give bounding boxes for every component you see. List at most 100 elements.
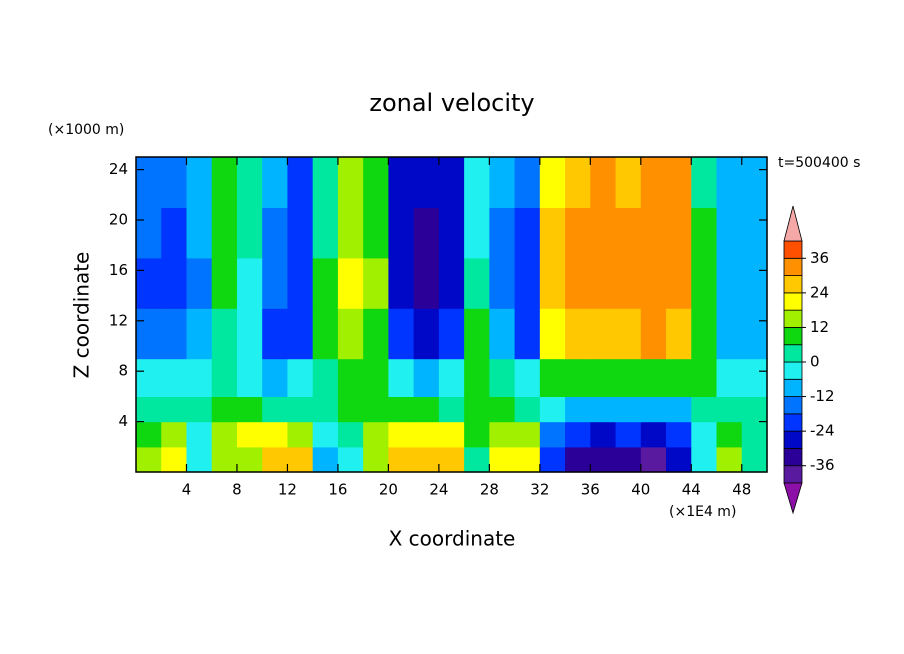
contour-cell [161,396,188,423]
contour-cell [590,421,617,448]
contour-cell [413,446,440,473]
contour-cell [514,421,541,448]
contour-cell [615,157,642,208]
contour-cell [590,157,617,208]
contour-cell [615,308,642,360]
contour-cell [262,421,289,448]
contour-cell [337,257,364,309]
contour-cell [565,308,591,360]
contour-cell [388,358,415,397]
contour-cell [741,446,768,473]
contour-cell [489,396,516,423]
contour-cell [186,257,213,309]
contour-cell [262,207,289,259]
contour-cell [489,446,516,473]
contour-cell [136,421,162,448]
contour-cell [666,207,692,259]
contour-cell [161,358,188,397]
contour-cell [186,396,213,423]
contour-cell [363,157,389,208]
contour-cell [741,157,768,208]
contour-cell [312,358,339,397]
contour-cell [337,308,364,360]
contour-cell [741,257,768,309]
contour-cell [741,421,768,448]
contour-cell [413,308,440,360]
contour-cell [514,358,541,397]
colorbar-tick-label: 12 [810,318,829,336]
contour-cell [337,421,364,448]
contour-cell [716,157,743,208]
contour-cell [236,396,263,423]
contour-cell [615,207,642,259]
contour-cell [640,396,667,423]
y-tick-label: 16 [109,261,128,279]
contour-cell [262,157,289,208]
contour-cell [539,308,566,360]
contour-cell [565,446,591,473]
contour-cell [287,257,314,309]
x-tick-label: 36 [581,481,600,499]
contour-cell [716,446,743,473]
y-tick-label: 24 [109,160,128,178]
contour-cell [438,257,465,309]
contour-cell [136,396,162,423]
contour-cell [590,207,617,259]
colorbar-box [783,240,803,259]
contour-cell [438,421,465,448]
contour-cell [161,207,188,259]
contour-cell [186,157,213,208]
contour-cell [388,396,415,423]
contour-cell [666,396,692,423]
x-tick-label: 48 [732,481,751,499]
contour-cell [186,207,213,259]
contour-cell [464,358,490,397]
colorbar-box [783,309,803,328]
contour-cell [363,396,389,423]
x-tick-label: 16 [328,481,347,499]
colorbar-tick-label: 0 [810,353,820,371]
contour-cell [716,421,743,448]
contour-cell [741,358,768,397]
y-axis-title: Z coordinate [70,252,94,379]
contour-cell [615,257,642,309]
contour-cell [590,446,617,473]
contour-cell [236,207,263,259]
contour-cell [287,308,314,360]
colorbar-box [783,396,803,415]
colorbar-box [783,344,803,363]
contour-cell [262,446,289,473]
contour-cell [464,421,490,448]
contour-cell [514,446,541,473]
contour-cell [161,257,188,309]
contour-cell [186,308,213,360]
contour-cell [363,421,389,448]
contour-cell [211,207,238,259]
plot-frame [135,156,768,473]
contour-cell [337,358,364,397]
contour-cell [438,207,465,259]
contour-cell [388,257,415,309]
contour-cell [691,207,718,259]
contour-cell [413,358,440,397]
contour-cell [464,446,490,473]
contour-cell [413,207,440,259]
contour-cell [716,308,743,360]
contour-cell [438,446,465,473]
contour-cell [287,421,314,448]
contour-cell [489,257,516,309]
contour-cell [363,207,389,259]
contour-cell [236,257,263,309]
contour-cell [691,157,718,208]
contour-cell [640,308,667,360]
contour-cell [236,308,263,360]
contour-cell [236,446,263,473]
colorbar-tick-label: -36 [810,456,835,474]
contour-cell [640,421,667,448]
contour-cell [565,257,591,309]
contour-cell [514,257,541,309]
contour-cell [161,157,188,208]
contour-cell [716,358,743,397]
contour-cell [287,396,314,423]
contour-cell [413,396,440,423]
